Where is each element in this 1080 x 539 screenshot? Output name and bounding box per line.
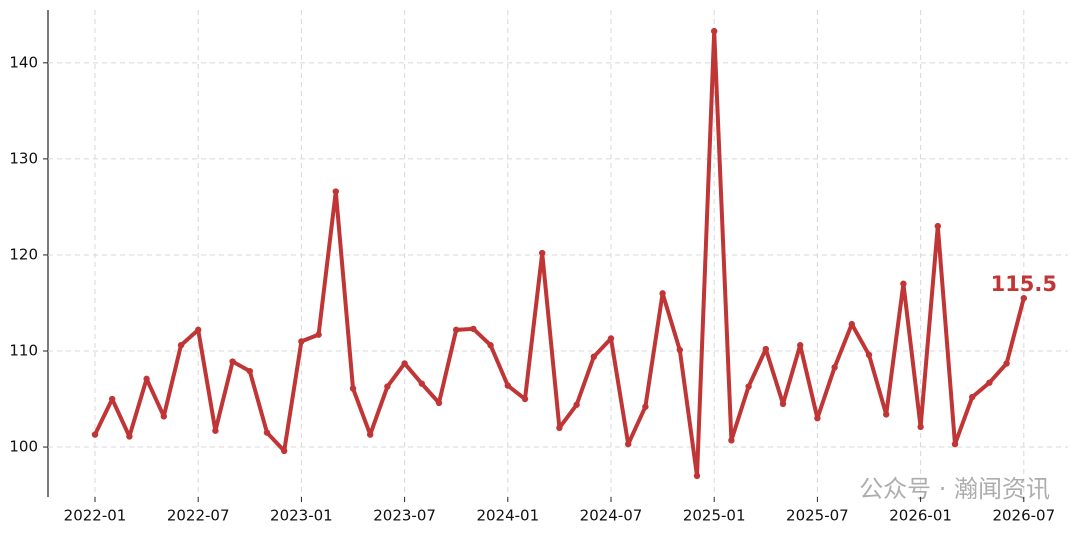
point	[625, 440, 632, 448]
point	[745, 383, 752, 390]
point	[401, 360, 408, 367]
point	[986, 379, 993, 386]
y-tick-label: 140	[9, 53, 38, 71]
point	[693, 472, 701, 480]
point	[779, 400, 787, 408]
point	[246, 367, 253, 375]
point	[659, 290, 666, 297]
point	[969, 393, 976, 401]
point	[349, 385, 357, 392]
x-tick-label: 2023-07	[373, 507, 436, 525]
point	[848, 320, 855, 328]
point	[900, 280, 907, 287]
x-tick-label: 2023-01	[270, 507, 333, 525]
point	[521, 395, 529, 403]
x-tick-label: 2026-01	[889, 507, 952, 525]
point	[883, 411, 890, 418]
point	[109, 395, 116, 403]
point	[556, 424, 563, 432]
point	[1003, 360, 1010, 367]
point	[607, 335, 615, 342]
point	[934, 222, 941, 230]
point	[1020, 294, 1027, 302]
y-tick-label: 120	[9, 245, 38, 263]
point	[298, 338, 305, 345]
point	[762, 345, 769, 353]
point	[504, 382, 511, 389]
point	[315, 331, 322, 338]
point	[453, 326, 460, 334]
point	[212, 427, 219, 434]
x-tick-label: 2024-07	[580, 507, 643, 525]
point	[865, 351, 873, 359]
point	[332, 188, 339, 195]
point	[951, 440, 959, 448]
point	[281, 447, 288, 455]
point	[367, 431, 374, 438]
point	[384, 383, 391, 390]
point	[229, 358, 236, 365]
x-tick-label: 2024-01	[476, 507, 539, 525]
point	[814, 415, 821, 422]
point	[711, 27, 718, 35]
y-tick-label: 110	[9, 341, 38, 359]
point	[91, 431, 99, 438]
point	[177, 342, 185, 349]
y-tick-label: 100	[9, 438, 38, 456]
x-tick-label: 2025-07	[786, 507, 849, 525]
x-tick-label: 2025-01	[683, 507, 746, 525]
point	[418, 380, 425, 387]
point	[539, 249, 546, 257]
point	[573, 401, 580, 408]
x-tick-label: 2022-07	[167, 507, 230, 525]
line	[93, 29, 1026, 478]
watermark: 公众号 · 瀚闻资讯	[859, 475, 1050, 503]
point	[435, 399, 443, 407]
x-tick-label: 2026-07	[992, 507, 1055, 525]
point	[195, 326, 202, 334]
point	[590, 353, 597, 360]
point	[487, 342, 494, 349]
point	[126, 433, 133, 440]
point	[642, 403, 649, 410]
point	[797, 342, 804, 349]
point	[917, 423, 924, 431]
x-tick-label: 2022-01	[64, 507, 127, 525]
y-tick-label: 130	[9, 149, 38, 167]
point	[160, 413, 167, 420]
point	[143, 375, 150, 383]
point	[263, 429, 271, 436]
point	[470, 325, 477, 333]
point	[831, 364, 838, 371]
value-label: 115.5	[991, 272, 1057, 296]
point	[676, 346, 683, 354]
point	[728, 437, 735, 444]
